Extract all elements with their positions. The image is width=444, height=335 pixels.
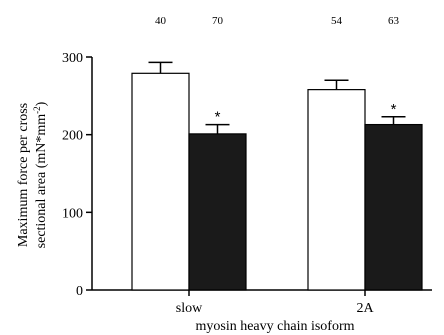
- y-ticks: 0 100 200 300: [62, 51, 92, 299]
- bar-2A-1: [364, 123, 423, 291]
- y-tick-label-0: 0: [76, 284, 83, 299]
- y-axis-label-superscript: -2: [32, 106, 42, 114]
- y-tick-label-300: 300: [62, 51, 83, 66]
- y-axis-label-close: ): [34, 101, 49, 106]
- y-tick-label-200: 200: [62, 129, 83, 144]
- y-axis-label-line1: Maximum force per cross: [16, 103, 31, 247]
- significance-marker-2A: *: [391, 101, 397, 118]
- y-axis-label-line2: sectional area (mN*mm: [34, 114, 49, 249]
- significance-marker-slow: *: [215, 109, 221, 126]
- bar-slow-1: [188, 133, 247, 291]
- labels: slow 40 70 * 2A 54 63 *: [155, 15, 400, 316]
- y-axis-label-second-line: sectional area (mN*mm-2): [32, 101, 49, 248]
- sample-size-2A-0: 54: [331, 15, 343, 27]
- bar-slow-0: [131, 72, 190, 291]
- sample-size-2A-1: 63: [388, 15, 400, 27]
- x-axis-label: myosin heavy chain isoform: [195, 319, 354, 334]
- sample-size-slow-0: 40: [155, 15, 167, 27]
- category-label-slow: slow: [176, 301, 203, 316]
- y-axis-label: Maximum force per cross: [16, 103, 31, 247]
- bars: [131, 61, 423, 291]
- category-label-2A: 2A: [356, 301, 374, 316]
- sample-size-slow-1: 70: [212, 15, 224, 27]
- y-tick-label-100: 100: [62, 206, 83, 221]
- bar-2A-0: [307, 89, 366, 291]
